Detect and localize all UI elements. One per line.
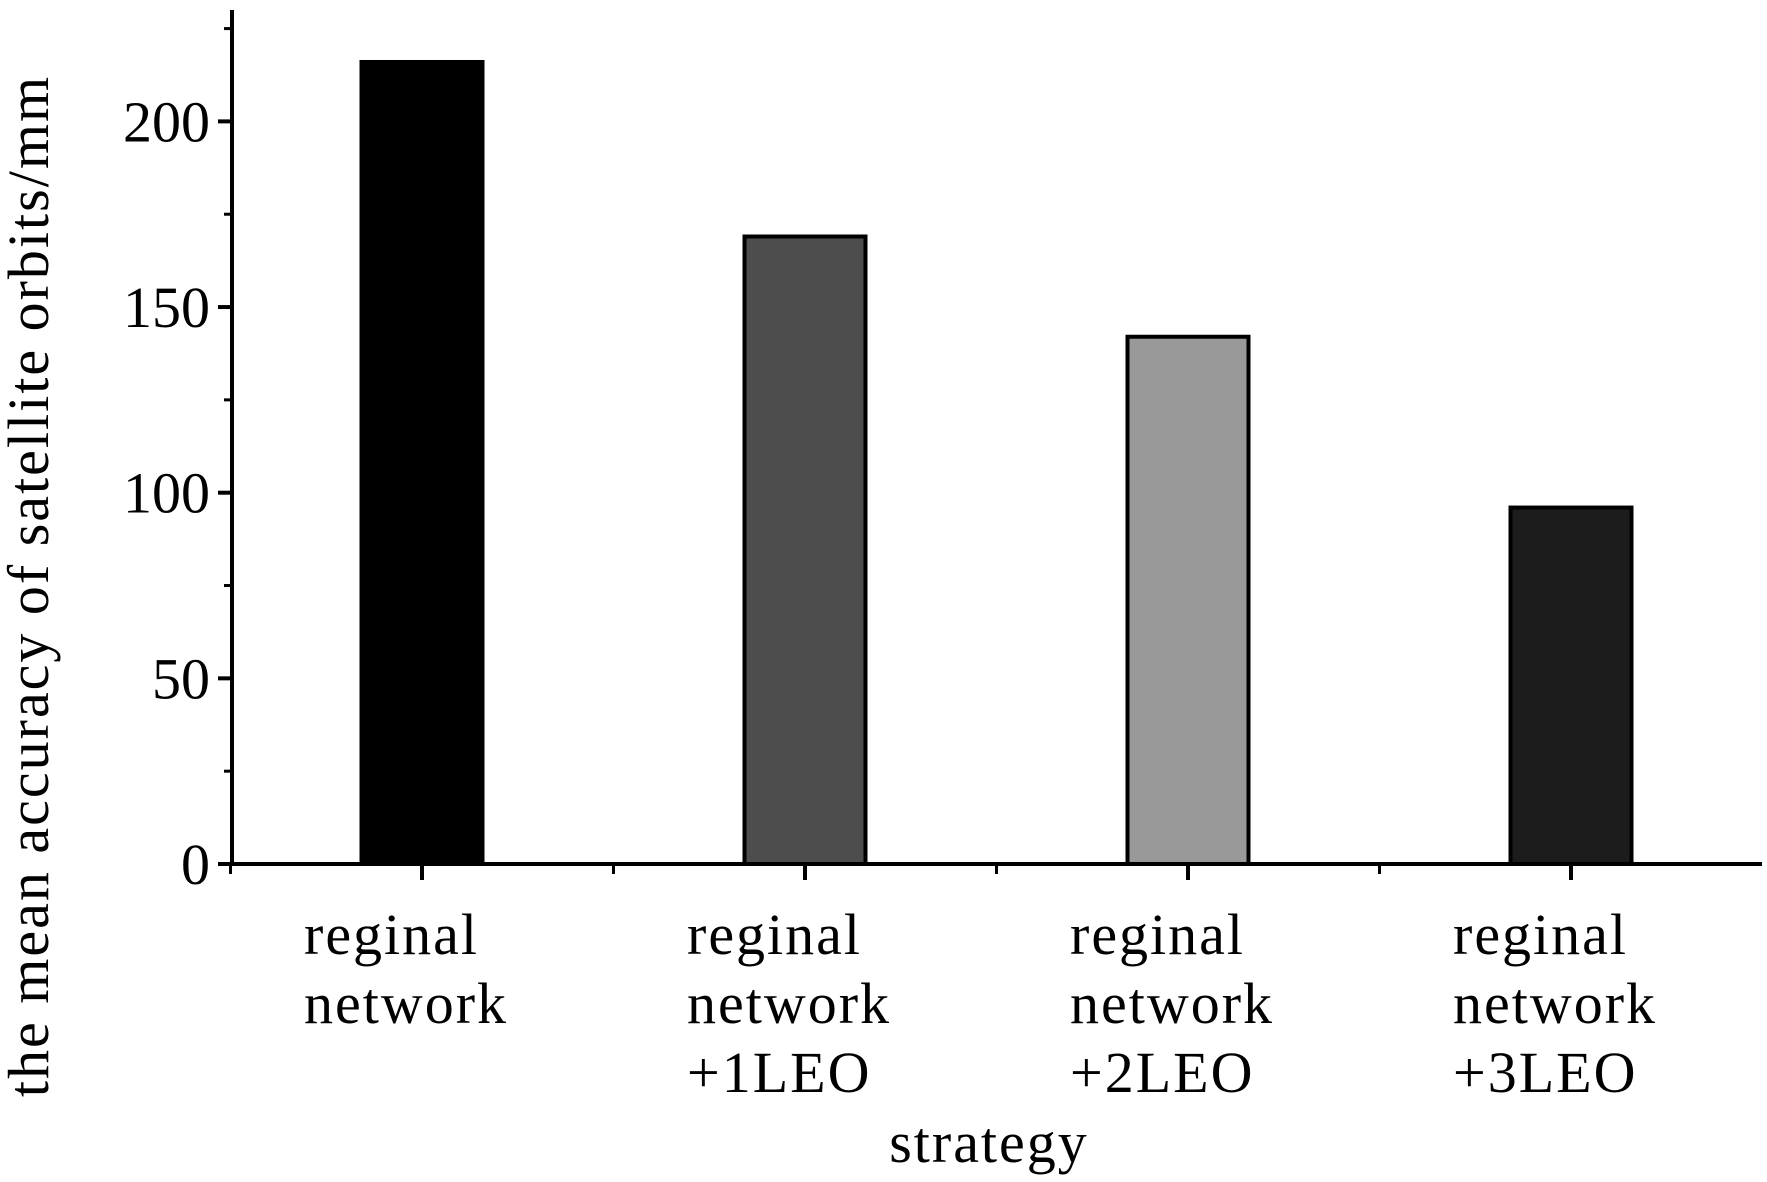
bar-2 (742, 234, 868, 866)
bar-3 (1125, 334, 1251, 867)
x-category-label-3: reginal network +2LEO (1070, 902, 1274, 1105)
x-category-label-2: reginal network +1LEO (687, 902, 891, 1105)
bar-1 (359, 59, 485, 867)
bars-group (359, 59, 1634, 867)
x-category-label-1: reginal network (304, 902, 508, 1036)
y-ticks-group: 0 50 100 150 200 (123, 27, 232, 897)
y-axis-title: the mean accuracy of satellite orbits/mm (0, 75, 61, 1097)
y-tick-label-100: 100 (123, 461, 210, 526)
bar-4 (1508, 505, 1634, 866)
y-tick-label-0: 0 (181, 832, 210, 897)
y-tick-label-150: 150 (123, 275, 210, 340)
x-ticks-group: reginal network reginal network +1LEO reginal… (229, 864, 1657, 1105)
x-axis-title: strategy (889, 1110, 1089, 1175)
y-tick-label-50: 50 (152, 646, 210, 711)
y-tick-label-200: 200 (123, 89, 210, 154)
x-category-label-4: reginal network +3LEO (1453, 902, 1657, 1105)
